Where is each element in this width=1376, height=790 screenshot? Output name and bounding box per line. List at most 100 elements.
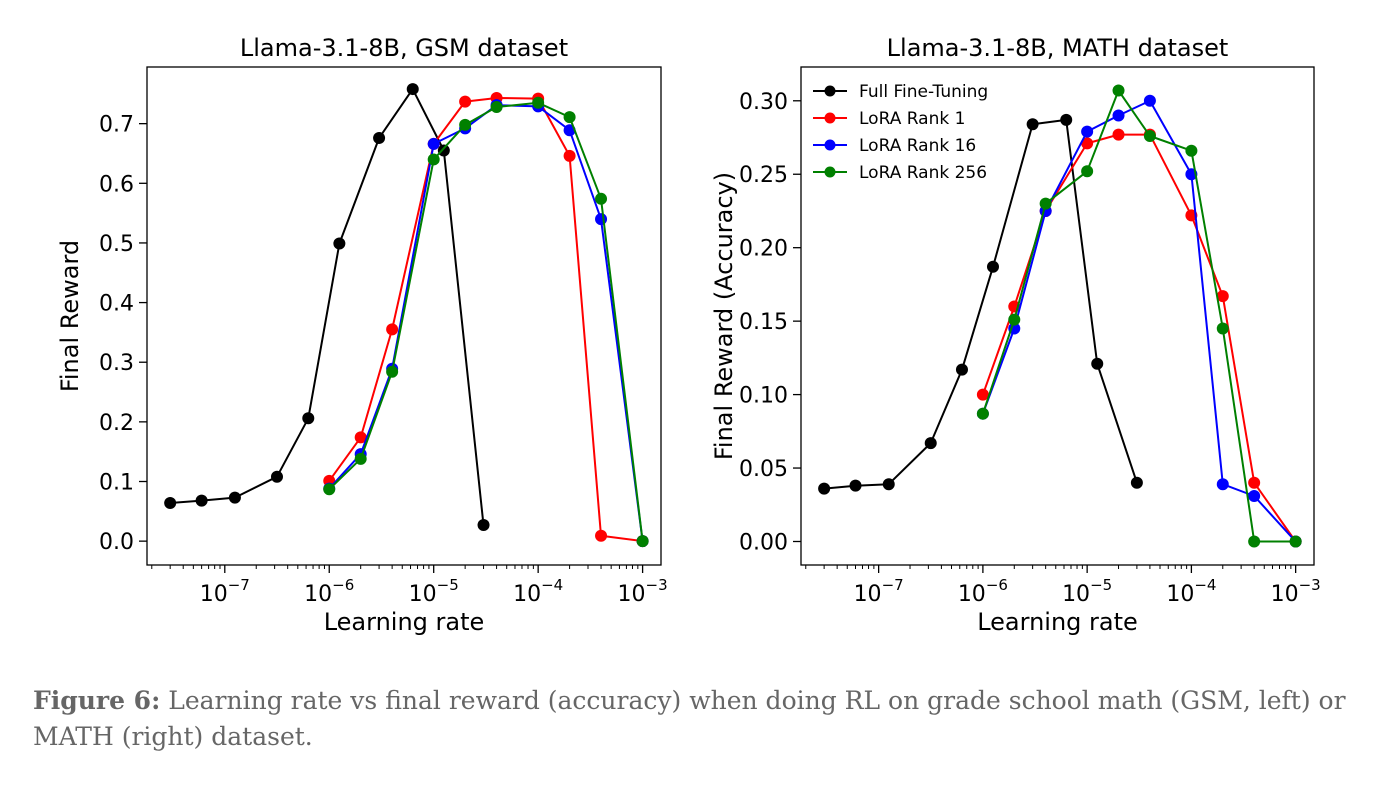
chart1-x-tick-label: 10−4 bbox=[1166, 576, 1216, 607]
chart0-point-full-fine-tuning bbox=[373, 131, 386, 144]
chart0-x-tick-label: 10−4 bbox=[513, 576, 563, 607]
chart1-series-line-full-fine-tuning bbox=[824, 118, 1138, 490]
chart1-point-lora-rank-1 bbox=[976, 388, 989, 401]
chart0-x-tick-label: 10−7 bbox=[200, 576, 250, 607]
chart1-x-tick-label: 10−3 bbox=[1271, 576, 1321, 607]
chart1-point-lora-rank-256 bbox=[1081, 165, 1094, 178]
chart0-point-full-fine-tuning bbox=[333, 237, 346, 250]
chart1-title: Llama-3.1-8B, MATH dataset bbox=[887, 34, 1229, 62]
chart1-y-tick-label: 0.05 bbox=[739, 457, 788, 482]
chart0-point-full-fine-tuning bbox=[302, 412, 315, 425]
chart1-plot-frame bbox=[800, 66, 1315, 566]
chart0-point-lora-rank-256 bbox=[323, 483, 336, 496]
chart1-point-lora-rank-256 bbox=[1289, 535, 1302, 548]
chart1-point-full-fine-tuning bbox=[818, 482, 831, 495]
chart1-point-lora-rank-1 bbox=[1112, 128, 1125, 141]
chart0-y-tick-label: 0.1 bbox=[99, 471, 134, 496]
legend-label: Full Fine-Tuning bbox=[859, 82, 988, 102]
chart1-point-lora-rank-256 bbox=[1216, 322, 1229, 335]
legend-item-lora-rank-16: LoRA Rank 16 bbox=[813, 136, 976, 156]
chart0-series-lora-rank-256 bbox=[323, 96, 649, 548]
chart1-point-full-fine-tuning bbox=[849, 479, 862, 492]
chart1-point-lora-rank-16 bbox=[1143, 94, 1156, 107]
chart0-y-tick-label: 0.2 bbox=[99, 411, 134, 436]
chart1-point-full-fine-tuning bbox=[1091, 357, 1104, 370]
chart1-point-lora-rank-1 bbox=[1248, 476, 1261, 489]
chart0-y-tick-label: 0.3 bbox=[99, 351, 134, 376]
legend-item-lora-rank-256: LoRA Rank 256 bbox=[813, 163, 987, 183]
chart0-point-full-fine-tuning bbox=[270, 470, 283, 483]
chart1-point-lora-rank-16 bbox=[1248, 489, 1261, 502]
chart0-point-lora-rank-1 bbox=[595, 529, 608, 542]
chart1-y-tick-label: 0.10 bbox=[739, 384, 788, 409]
chart1-point-full-fine-tuning bbox=[882, 478, 895, 491]
chart1-point-lora-rank-16 bbox=[1216, 478, 1229, 491]
legend-item-lora-rank-1: LoRA Rank 1 bbox=[813, 109, 965, 129]
chart0-point-full-fine-tuning bbox=[228, 491, 241, 504]
chart1-point-lora-rank-256 bbox=[1008, 313, 1021, 326]
chart0-series-lora-rank-16 bbox=[323, 99, 649, 548]
chart0-series-full-fine-tuning bbox=[164, 83, 490, 532]
chart1-point-full-fine-tuning bbox=[1060, 113, 1073, 126]
legend-label: LoRA Rank 1 bbox=[859, 109, 965, 129]
chart0-point-lora-rank-16 bbox=[427, 137, 440, 150]
chart1-x-minor-ticks bbox=[805, 565, 1292, 569]
chart1-y-axis-label: Final Reward (Accuracy) bbox=[710, 172, 738, 460]
chart0-y-tick-label: 0.6 bbox=[99, 172, 134, 197]
chart0-y-tick-label: 0.7 bbox=[99, 113, 134, 138]
chart0-x-minor-ticks bbox=[151, 565, 639, 569]
chart1-y-tick-label: 0.15 bbox=[739, 310, 788, 335]
chart0-point-lora-rank-256 bbox=[427, 153, 440, 166]
legend-item-full-fine-tuning: Full Fine-Tuning bbox=[813, 82, 988, 102]
chart0-point-lora-rank-256 bbox=[490, 100, 503, 113]
chart1-point-lora-rank-16 bbox=[1081, 125, 1094, 138]
chart1-series-line-lora-rank-256 bbox=[981, 89, 1296, 543]
chart0-y-tick-label: 0.5 bbox=[99, 232, 134, 257]
chart0-point-lora-rank-256 bbox=[636, 535, 649, 548]
chart1-point-lora-rank-256 bbox=[1143, 130, 1156, 143]
chart1-series-full-fine-tuning bbox=[818, 113, 1143, 495]
figure: Llama-3.1-8B, GSM dataset 10−7 10−6 10−5 10−… bbox=[56, 34, 1321, 636]
chart1-point-full-fine-tuning bbox=[1026, 118, 1039, 131]
chart0-point-lora-rank-256 bbox=[595, 192, 608, 205]
chart0-x-tick-label: 10−6 bbox=[304, 576, 354, 607]
chart1-x-tick-label: 10−5 bbox=[1062, 576, 1112, 607]
chart0-series-line-lora-rank-256 bbox=[328, 101, 644, 542]
chart-math: Llama-3.1-8B, MATH dataset 10−7 10−6 10−5 10… bbox=[710, 34, 1321, 636]
chart0-y-tick-label: 0.0 bbox=[99, 530, 134, 555]
chart0-point-lora-rank-256 bbox=[563, 111, 576, 124]
chart1-point-lora-rank-256 bbox=[976, 407, 989, 420]
legend-label: LoRA Rank 16 bbox=[859, 136, 976, 156]
chart0-point-lora-rank-256 bbox=[354, 452, 367, 465]
chart0-point-full-fine-tuning bbox=[477, 519, 490, 532]
chart0-title: Llama-3.1-8B, GSM dataset bbox=[240, 34, 568, 62]
chart1-y-tick-label: 0.00 bbox=[739, 530, 788, 555]
chart0-point-lora-rank-16 bbox=[595, 213, 608, 226]
chart0-point-lora-rank-1 bbox=[386, 323, 399, 336]
chart1-point-full-fine-tuning bbox=[986, 260, 999, 273]
chart0-x-axis-label: Learning rate bbox=[324, 608, 485, 636]
caption-label: Figure 6: bbox=[33, 686, 161, 715]
chart1-point-lora-rank-256 bbox=[1039, 197, 1052, 210]
chart1-point-full-fine-tuning bbox=[924, 437, 937, 450]
chart1-series-lora-rank-256 bbox=[976, 84, 1302, 548]
figure-caption: Figure 6: Learning rate vs final reward … bbox=[33, 683, 1353, 755]
chart0-point-lora-rank-1 bbox=[459, 95, 472, 108]
chart1-point-lora-rank-256 bbox=[1112, 84, 1125, 97]
chart1-point-lora-rank-256 bbox=[1248, 535, 1261, 548]
chart0-point-full-fine-tuning bbox=[437, 144, 450, 157]
chart0-series-line-lora-rank-1 bbox=[328, 97, 643, 543]
chart1-point-lora-rank-1 bbox=[1081, 137, 1094, 150]
chart0-x-tick-label: 10−3 bbox=[618, 576, 668, 607]
chart1-y-tick-label: 0.20 bbox=[739, 237, 788, 262]
chart1-legend: Full Fine-Tuning LoRA Rank 1 LoRA Rank 16 L… bbox=[813, 82, 988, 183]
chart0-point-lora-rank-256 bbox=[386, 365, 399, 378]
chart0-x-tick-label: 10−5 bbox=[409, 576, 459, 607]
legend-label: LoRA Rank 256 bbox=[859, 163, 987, 183]
chart1-y-tick-label: 0.25 bbox=[739, 163, 788, 188]
chart0-point-lora-rank-1 bbox=[563, 149, 576, 162]
chart1-point-full-fine-tuning bbox=[955, 363, 968, 376]
chart1-point-lora-rank-256 bbox=[1185, 144, 1198, 157]
chart0-point-lora-rank-256 bbox=[532, 96, 545, 109]
chart1-y-tick-label: 0.30 bbox=[739, 90, 788, 115]
